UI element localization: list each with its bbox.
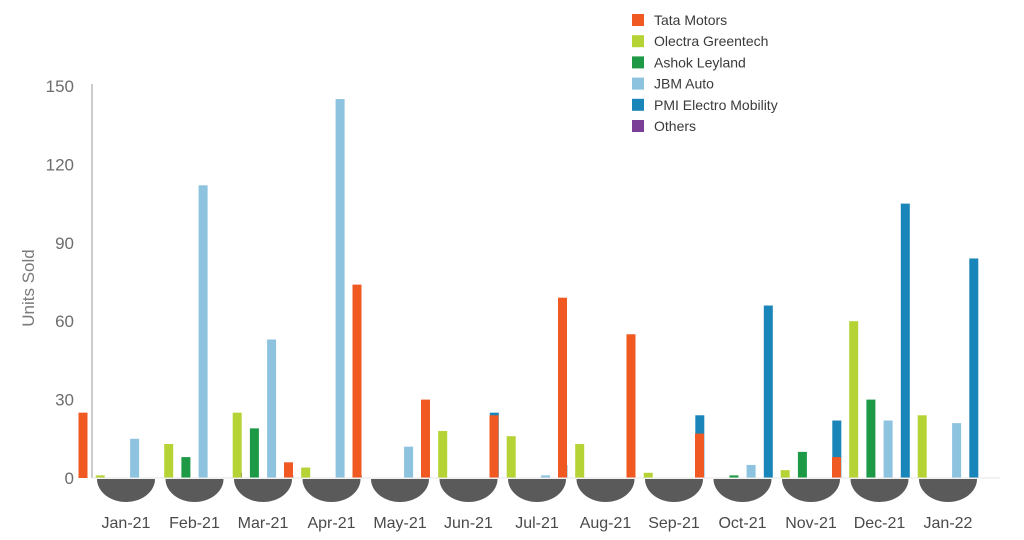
bar-jbm-auto-jan-21 [130, 438, 140, 478]
category-bowl [713, 479, 772, 503]
category-bowl [850, 479, 909, 503]
category-bowl [234, 479, 292, 502]
x-category-label: Jun-21 [444, 515, 493, 532]
category-bowls [97, 479, 977, 503]
category-bowl [508, 479, 566, 502]
bar-olectra-greentech-nov-21 [780, 470, 790, 478]
bar-pmi-electro-mobility-oct-21 [763, 305, 773, 478]
x-category-label: Aug-21 [580, 515, 632, 532]
bar-ashok-leyland-feb-21 [181, 457, 191, 478]
bar-olectra-greentech-jan-22 [917, 415, 927, 478]
x-category-label: Jul-21 [515, 515, 559, 532]
bar-ashok-leyland-oct-21 [729, 475, 739, 478]
bar-olectra-greentech-feb-21 [164, 444, 174, 478]
legend-swatch-others [632, 120, 644, 132]
bar-jbm-auto-apr-21 [335, 99, 345, 479]
bar-pmi-electro-mobility-dec-21 [900, 203, 910, 478]
x-category-label: Feb-21 [169, 515, 220, 532]
bar-tata-motors-jan-21 [78, 412, 88, 478]
bar-tata-motors-aug-21 [558, 297, 567, 478]
legend-label-jbm-auto: JBM Auto [654, 76, 714, 92]
bar-jbm-auto-dec-21 [883, 420, 893, 478]
x-category-label: Nov-21 [785, 515, 837, 532]
bar-tata-motors-jul-21 [489, 415, 499, 478]
x-category-label: May-21 [373, 515, 426, 532]
bar-jbm-auto-jul-21 [541, 475, 551, 478]
legend-swatch-ashok-leyland [632, 56, 644, 69]
legend-label-ashok-leyland: Ashok Leyland [654, 54, 746, 70]
legend: Tata Motors Olectra Greentech Ashok Leylan… [632, 12, 778, 134]
bar-tata-motors-sep-21 [626, 334, 636, 478]
x-axis-category-labels: Jan-21 Feb-21 Mar-21 Apr-21 May-21 Jun-21 Jul-… [102, 515, 973, 532]
legend-label-pmi-electro-mobility: PMI Electro Mobility [654, 97, 778, 113]
bar-ashok-leyland-dec-21 [866, 399, 876, 478]
bar-tata-motors-apr-21 [284, 462, 293, 478]
x-category-label: Sep-21 [648, 515, 700, 532]
y-tick-label: 0 [65, 469, 74, 488]
y-tick-label: 120 [46, 155, 74, 174]
bar-olectra-greentech-aug-21 [575, 444, 585, 478]
x-category-label: Apr-21 [307, 515, 355, 532]
x-category-label: Dec-21 [854, 515, 906, 532]
category-bowl [302, 479, 361, 503]
bar-pmi-electro-mobility-nov-21 [832, 420, 842, 478]
bar-olectra-greentech-sep-21 [643, 472, 653, 478]
bar-jbm-auto-feb-21 [198, 185, 208, 478]
bar-olectra-greentech-jan-21 [95, 475, 105, 478]
y-tick-label: 30 [55, 391, 74, 410]
legend-label-tata-motors: Tata Motors [654, 12, 727, 28]
category-bowl [782, 479, 840, 502]
bar-jbm-auto-mar-21 [267, 339, 277, 478]
x-category-label: Jan-21 [102, 515, 151, 532]
legend-swatch-olectra-greentech [632, 35, 644, 48]
bar-olectra-greentech-jul-21 [506, 436, 516, 478]
category-bowl [576, 479, 635, 503]
bar-ashok-leyland-mar-21 [249, 428, 259, 478]
bar-tata-motors-oct-21 [695, 433, 704, 478]
category-bowl [97, 479, 155, 502]
y-tick-label: 90 [55, 234, 74, 253]
category-bowl [645, 479, 703, 502]
bar-pmi-electro-mobility-jan-22 [969, 258, 979, 478]
legend-label-others: Others [654, 118, 696, 134]
legend-swatch-pmi-electro-mobility [632, 98, 644, 111]
bar-ashok-leyland-nov-21 [797, 451, 807, 478]
bar-olectra-greentech-jun-21 [438, 430, 448, 478]
bar-jbm-auto-jan-22 [952, 423, 962, 478]
bar-jbm-auto-oct-21 [746, 464, 756, 478]
bar-tata-motors-may-21 [352, 284, 362, 478]
legend-label-olectra-greentech: Olectra Greentech [654, 33, 768, 49]
category-bowl [165, 479, 224, 503]
category-bowl [919, 479, 977, 502]
bar-olectra-greentech-apr-21 [301, 467, 311, 478]
x-category-label: Jan-22 [924, 515, 973, 532]
category-bowl [371, 479, 429, 502]
legend-swatch-tata-motors [632, 14, 644, 26]
y-axis-title: Units Sold [19, 249, 38, 326]
bar-tata-motors-jun-21 [421, 399, 430, 478]
category-bowl [439, 479, 498, 503]
x-category-label: Mar-21 [238, 515, 289, 532]
bar-olectra-greentech-dec-21 [849, 321, 859, 478]
y-tick-label: 150 [46, 77, 74, 96]
bar-jbm-auto-may-21 [404, 446, 414, 478]
legend-swatch-jbm-auto [632, 77, 644, 90]
x-category-label: Oct-21 [718, 515, 766, 532]
bars [78, 99, 1000, 479]
bar-tata-motors-dec-21 [832, 457, 841, 478]
bar-olectra-greentech-mar-21 [232, 412, 242, 478]
y-tick-label: 60 [55, 312, 74, 331]
y-axis-ticks: 0 30 60 90 120 150 [46, 77, 74, 488]
